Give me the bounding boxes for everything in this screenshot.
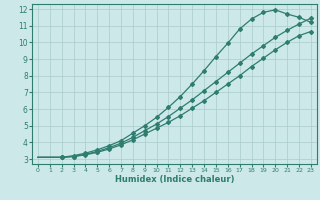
X-axis label: Humidex (Indice chaleur): Humidex (Indice chaleur) <box>115 175 234 184</box>
